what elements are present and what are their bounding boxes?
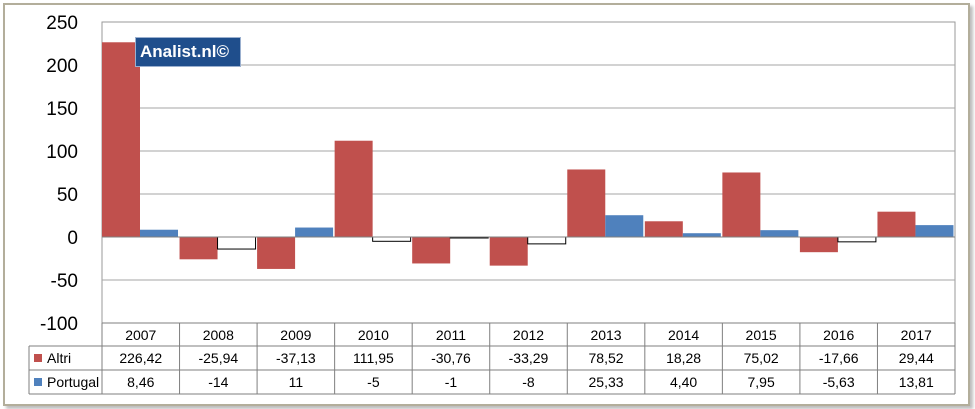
data-label: -25,94	[198, 350, 238, 366]
bar-portugal	[760, 230, 799, 237]
data-label: 8,46	[127, 374, 154, 390]
bar-portugal	[837, 236, 877, 243]
x-tick-label: 2008	[203, 327, 234, 343]
bar-portugal	[682, 233, 721, 237]
data-label: 13,81	[899, 374, 934, 390]
data-label: 111,95	[353, 350, 394, 366]
data-label: 75,02	[744, 350, 779, 366]
bar-portugal	[295, 227, 334, 237]
x-tick-label: 2016	[823, 327, 854, 343]
data-label: -5	[367, 374, 380, 390]
y-tick-label: 100	[46, 142, 78, 163]
data-label: 226,42	[119, 350, 162, 366]
x-tick-label: 2010	[358, 327, 389, 343]
legend-swatch	[34, 378, 42, 386]
bar-portugal	[915, 225, 954, 237]
y-tick-label: -50	[51, 271, 78, 292]
legend-label: Altri	[47, 350, 71, 366]
y-tick-label: 0	[67, 228, 78, 249]
x-tick-label: 2012	[513, 327, 544, 343]
bar-altri	[567, 169, 606, 237]
data-label: -14	[208, 374, 228, 390]
bar-altri	[102, 42, 140, 237]
data-label: 7,95	[748, 374, 775, 390]
bar-portugal	[372, 236, 412, 242]
data-label: -1	[445, 374, 458, 390]
data-label: -33,29	[509, 350, 549, 366]
y-tick-label: 250	[46, 13, 78, 34]
data-label: -17,66	[819, 350, 859, 366]
data-label: 11	[289, 374, 304, 390]
x-tick-label: 2007	[125, 327, 156, 343]
x-tick-label: 2017	[901, 327, 932, 343]
bar-altri	[799, 237, 838, 253]
bar-altri	[179, 237, 218, 260]
bar-altri	[257, 237, 296, 269]
watermark-badge: Analist.nl©	[135, 37, 241, 67]
x-tick-label: 2015	[746, 327, 777, 343]
data-label: -30,76	[431, 350, 471, 366]
bar-altri	[722, 172, 761, 237]
x-tick-label: 2011	[436, 327, 466, 343]
legend-label: Portugal	[47, 374, 99, 390]
watermark-text: Analist.nl©	[140, 42, 230, 61]
bar-altri	[644, 221, 683, 237]
x-tick-label: 2013	[590, 327, 621, 343]
y-tick-label: 50	[57, 185, 78, 206]
bar-portugal	[527, 236, 567, 245]
bar-altri	[334, 140, 373, 237]
bar-altri	[489, 237, 528, 266]
data-label: -37,13	[276, 350, 316, 366]
bar-portugal	[140, 229, 178, 237]
y-tick-label: -100	[40, 314, 78, 335]
data-label: 18,28	[666, 350, 701, 366]
data-label: -8	[522, 374, 535, 390]
x-tick-label: 2009	[280, 327, 311, 343]
bar-altri	[412, 237, 451, 264]
bar-portugal	[605, 215, 644, 237]
data-label: 25,33	[589, 374, 624, 390]
bar-altri	[877, 211, 916, 237]
data-label: 78,52	[589, 350, 624, 366]
y-tick-label: 200	[46, 56, 78, 77]
legend-swatch	[34, 354, 42, 362]
data-label: 4,40	[670, 374, 697, 390]
plot-area	[101, 21, 956, 324]
x-tick-label: 2014	[668, 327, 699, 343]
y-tick-label: 150	[46, 99, 78, 120]
data-label: -5,63	[823, 374, 855, 390]
data-label: 29,44	[899, 350, 934, 366]
bar-portugal	[217, 236, 257, 250]
